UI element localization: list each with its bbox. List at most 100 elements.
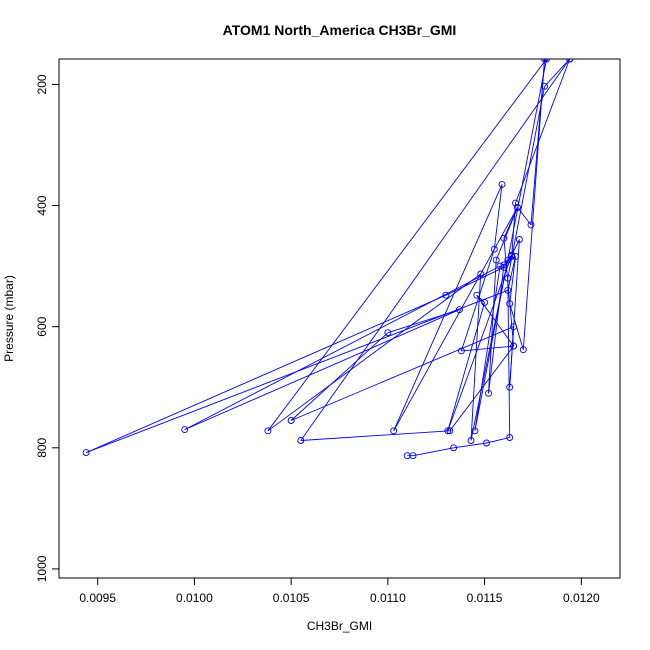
x-axis: 0.0095 0.0100 0.0105 0.0110 0.0115 0.0120	[79, 577, 600, 605]
series-segment	[493, 184, 503, 250]
series-segment	[387, 309, 460, 334]
series-segment	[290, 326, 514, 421]
data-point	[442, 291, 450, 299]
series-segment	[393, 207, 518, 432]
x-tick-label: 0.0120	[563, 591, 600, 605]
series-segment	[507, 256, 516, 291]
series-segment	[300, 430, 450, 441]
data-point	[510, 323, 518, 331]
series-segment	[488, 260, 497, 394]
data-point	[492, 256, 500, 264]
x-tick-label: 0.0095	[79, 591, 116, 605]
data-point	[450, 444, 458, 452]
data-point	[500, 261, 508, 269]
series-segment	[85, 294, 447, 454]
y-axis: 200 400 600 800 1000	[35, 74, 60, 582]
series-segment	[495, 207, 518, 261]
data-point	[390, 427, 398, 435]
series-segment	[507, 278, 511, 438]
series-segment	[507, 86, 546, 279]
y-tick-label: 400	[35, 195, 49, 215]
data-point	[467, 437, 475, 444]
data-point	[506, 434, 514, 441]
data-point	[541, 82, 549, 90]
data-point	[496, 262, 504, 270]
data-point	[504, 286, 512, 294]
series-segment	[460, 249, 495, 352]
series-segment	[447, 255, 513, 431]
data-point	[444, 427, 452, 435]
series-segment	[267, 59, 547, 432]
series-segment	[267, 273, 481, 432]
data-point	[504, 256, 512, 264]
series-segment	[412, 447, 454, 457]
y-tick-label: 800	[35, 437, 49, 457]
data-point	[508, 251, 516, 259]
data-point	[514, 203, 521, 211]
series-segment	[184, 265, 501, 430]
series-segment	[449, 345, 514, 432]
data-point	[471, 427, 479, 435]
data-point	[543, 59, 550, 63]
data-point	[510, 342, 518, 350]
series-segment	[453, 442, 487, 449]
data-point	[82, 449, 90, 457]
data-point	[506, 300, 514, 308]
data-point	[498, 180, 506, 188]
data-point	[446, 427, 454, 435]
chart-title: ATOM1 North_America CH3Br_GMI	[223, 22, 457, 38]
x-tick-label: 0.0105	[273, 591, 310, 605]
data-point	[519, 346, 527, 354]
y-tick-label: 200	[35, 74, 49, 94]
data-point	[264, 427, 272, 435]
series-segment	[515, 59, 571, 204]
plot-frame	[58, 58, 621, 579]
data-point	[457, 347, 465, 355]
data-point	[403, 452, 411, 460]
data-point	[512, 252, 519, 260]
series-segment	[290, 332, 389, 421]
data-point	[527, 221, 535, 229]
data-point	[455, 306, 463, 314]
data-point	[297, 437, 305, 444]
series-segment	[393, 184, 503, 431]
series-segment	[530, 59, 546, 225]
data-point	[506, 383, 514, 391]
x-tick-label: 0.0100	[176, 591, 213, 605]
series-segment	[509, 239, 520, 388]
data-point	[287, 417, 295, 424]
data-point	[504, 274, 512, 282]
series-segment	[184, 309, 460, 431]
series-segment	[470, 273, 482, 441]
data-point	[473, 291, 481, 299]
x-tick-label: 0.0110	[370, 591, 406, 605]
y-axis-label: Pressure (mbar)	[2, 275, 16, 362]
series-segment	[474, 59, 547, 431]
data-point	[181, 426, 189, 434]
data-point	[481, 299, 489, 306]
series-segment	[544, 59, 571, 87]
data-point	[515, 236, 523, 243]
series-segment	[476, 294, 514, 347]
data-layer	[82, 59, 574, 460]
y-tick-label: 1000	[35, 555, 49, 582]
x-tick-label: 0.0115	[467, 591, 503, 605]
data-point	[566, 59, 574, 63]
series-segment	[509, 256, 516, 304]
series-segment	[517, 207, 532, 226]
data-point	[384, 329, 392, 337]
x-axis-label: CH3Br_GMI	[307, 619, 372, 633]
data-point	[485, 389, 492, 397]
data-point	[477, 270, 485, 278]
series-segment	[447, 302, 486, 431]
data-point	[541, 59, 549, 63]
series-segment	[474, 266, 501, 431]
data-point	[483, 439, 490, 447]
y-tick-label: 600	[35, 316, 49, 336]
series-segment	[486, 437, 510, 444]
series-segment	[488, 264, 505, 394]
data-point	[500, 234, 508, 242]
data-point	[500, 263, 508, 271]
series-segment	[503, 238, 515, 347]
